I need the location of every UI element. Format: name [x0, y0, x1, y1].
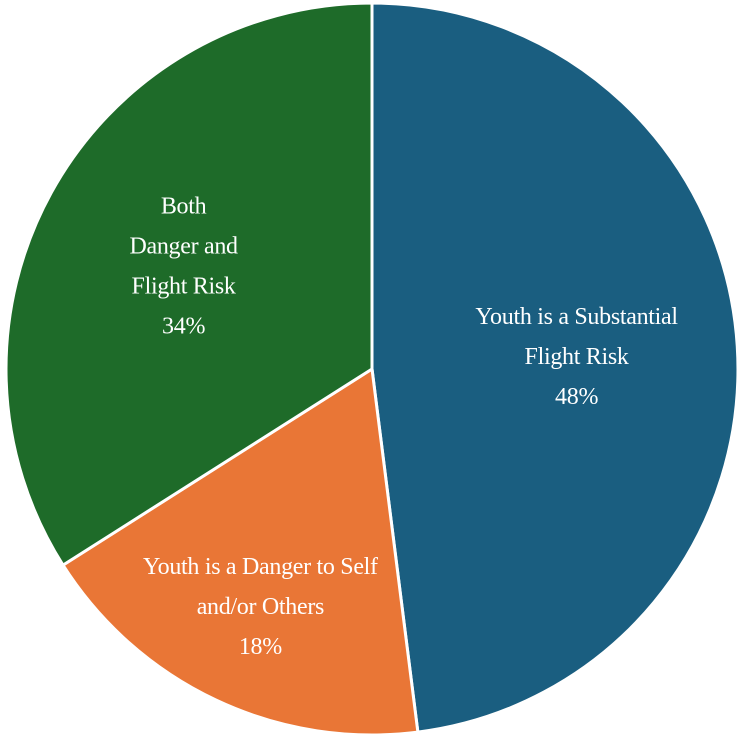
pie-slice-3 — [4, 1, 374, 567]
slice-value-label: 34% — [162, 313, 205, 339]
pie-slice-2 — [61, 367, 420, 737]
slice-label-line: and/or Others — [197, 594, 324, 620]
slice-label-line: Youth is a Danger to Self — [143, 554, 378, 580]
slice-label-2: Youth is a Danger to Self and/or Others 18… — [143, 554, 378, 660]
pie-slice-1 — [370, 1, 740, 734]
slice-value-label: 18% — [239, 634, 282, 660]
slice-label-line: Flight Risk — [132, 273, 236, 299]
slice-label-line: Danger and — [129, 233, 238, 259]
slice-label-1: Youth is a Substantial Flight Risk 48% — [475, 304, 678, 410]
slice-label-line: Both — [161, 193, 207, 219]
slice-value-label: 48% — [555, 384, 598, 410]
slice-label-3: Both Danger and Flight Risk 34% — [129, 193, 238, 339]
slice-label-line: Flight Risk — [525, 344, 629, 370]
slice-label-line: Youth is a Substantial — [475, 304, 678, 330]
